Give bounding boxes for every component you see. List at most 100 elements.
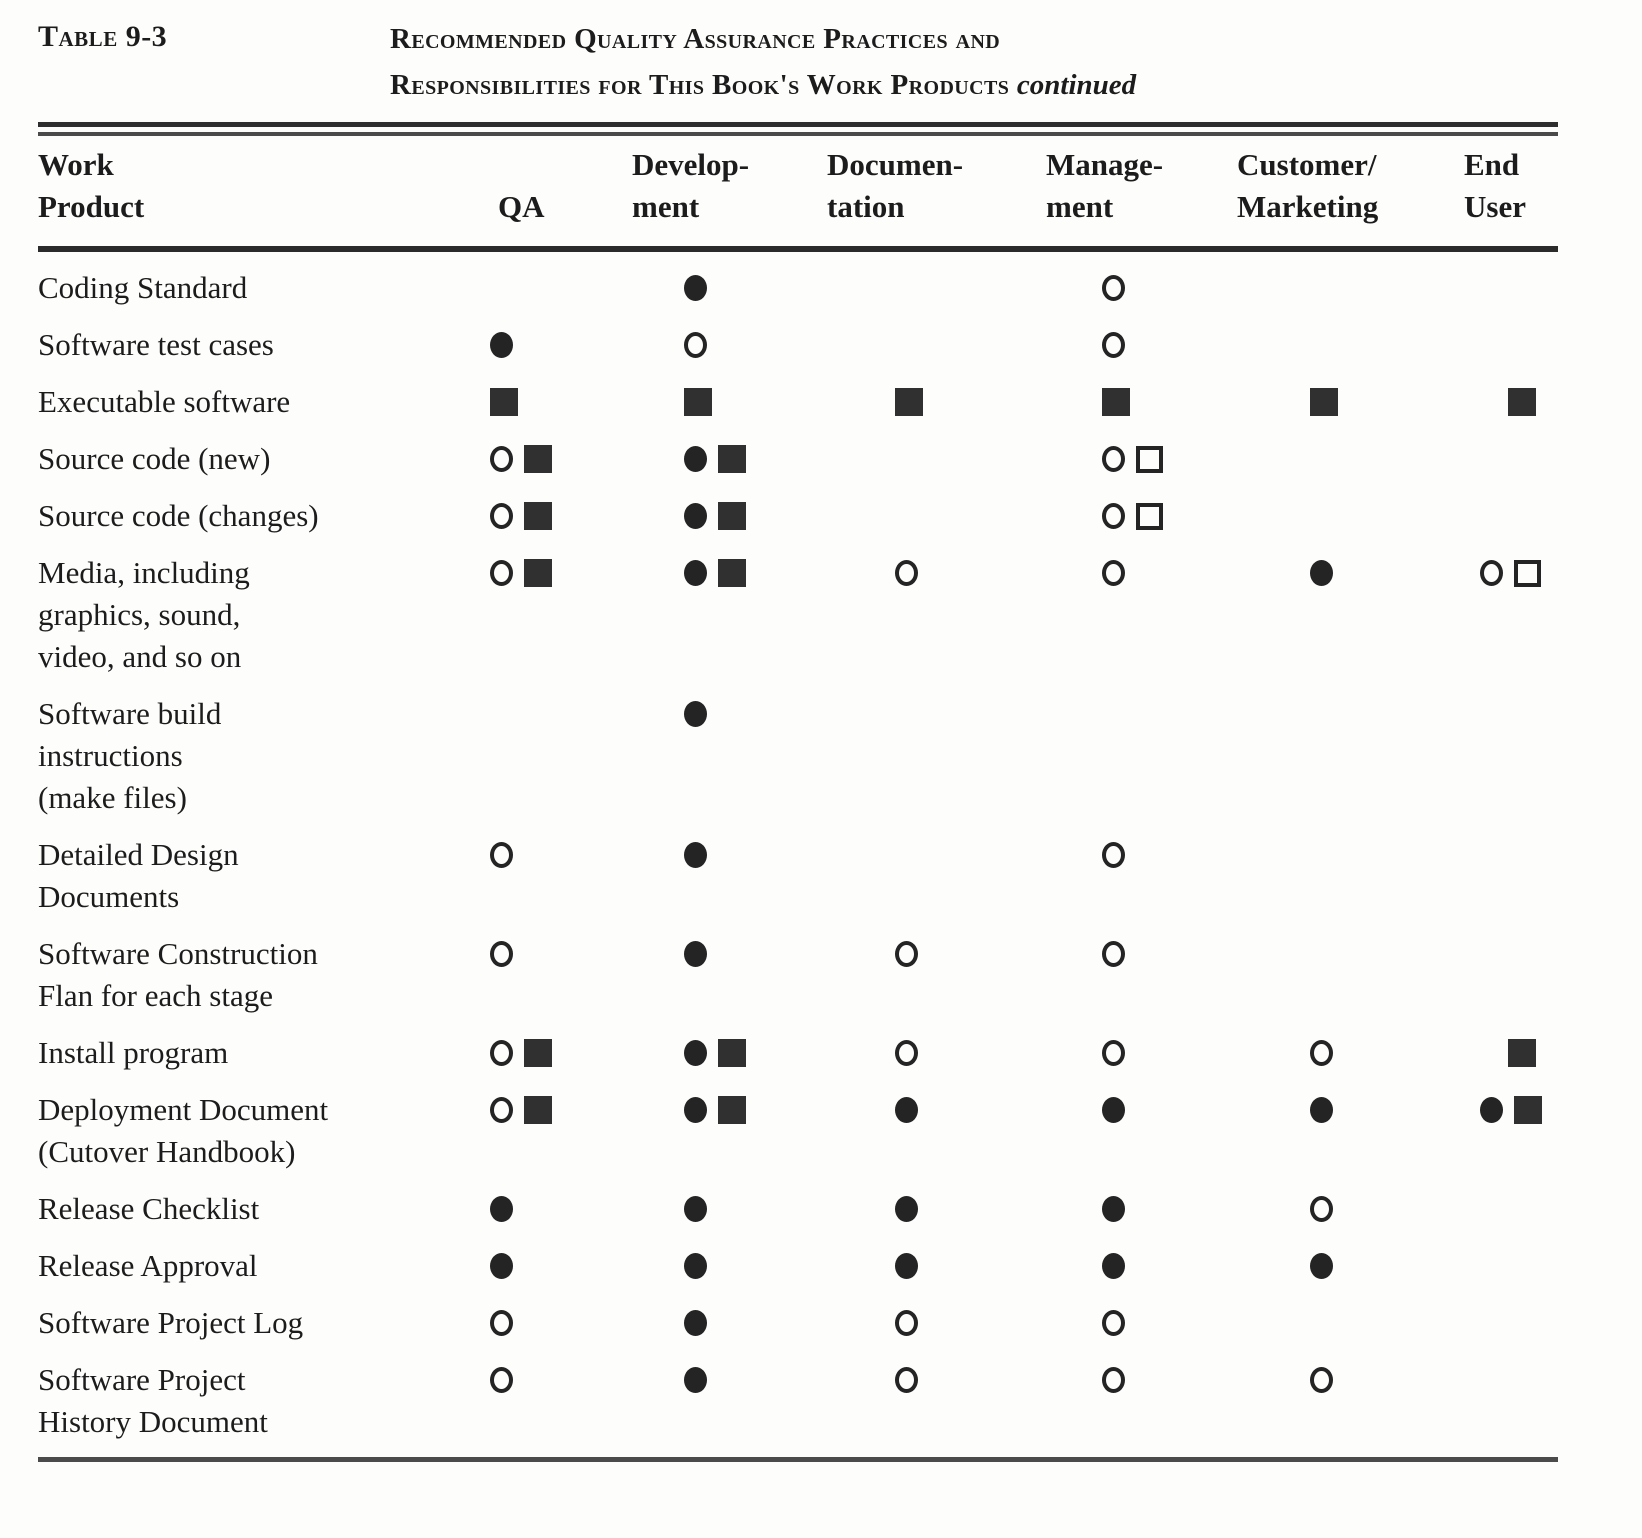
open-circle-icon [490, 446, 513, 472]
cell-documentation [895, 1089, 918, 1131]
table-row: Source code (new) [38, 438, 1558, 480]
cell-documentation [895, 552, 918, 594]
filled-circle-icon [490, 1253, 513, 1279]
cell-development [684, 381, 712, 423]
cell-management [1102, 495, 1163, 537]
cell-documentation [895, 1188, 918, 1230]
table-body: Coding Standard Software test cases Execut… [38, 267, 1558, 1443]
filled-square-icon [1508, 388, 1536, 416]
table-bottom-rule [38, 1457, 1558, 1462]
work-product-label: Software Project Log [38, 1305, 304, 1340]
cell-documentation [895, 1245, 918, 1287]
open-circle-icon [490, 560, 513, 586]
cell-management [1102, 381, 1130, 423]
work-product-label: Release Approval [38, 1248, 258, 1283]
work-product-label: Executable software [38, 384, 291, 419]
filled-circle-icon [684, 1310, 707, 1336]
cell-end-user [1480, 1089, 1542, 1131]
filled-circle-icon [684, 1367, 707, 1393]
filled-circle-icon [684, 275, 707, 301]
open-circle-icon [684, 332, 707, 358]
filled-square-icon [1102, 388, 1130, 416]
filled-circle-icon [1310, 1097, 1333, 1123]
work-product-label: Detailed Design Documents [38, 837, 239, 914]
open-circle-icon [895, 1310, 918, 1336]
table-row: Software Construction Flan for each stage [38, 933, 1558, 1017]
cell-qa [490, 324, 513, 366]
open-circle-icon [490, 1040, 513, 1066]
table-row: Software Project History Document [38, 1359, 1558, 1443]
open-circle-icon [1102, 842, 1125, 868]
cell-management [1102, 834, 1125, 876]
filled-circle-icon [684, 1097, 707, 1123]
cell-development [684, 693, 707, 735]
cell-customer-marketing [1310, 552, 1333, 594]
filled-circle-icon [490, 1196, 513, 1222]
cell-qa [490, 552, 552, 594]
table-row: Deployment Document (Cutover Handbook) [38, 1089, 1558, 1173]
cell-management [1102, 324, 1125, 366]
open-circle-icon [1102, 1310, 1125, 1336]
cell-customer-marketing [1310, 1359, 1333, 1401]
work-product-label: Software build instructions (make files) [38, 696, 222, 815]
cell-development [684, 1089, 746, 1131]
cell-management [1102, 1089, 1125, 1131]
cell-qa [490, 1302, 513, 1344]
filled-circle-icon [684, 560, 707, 586]
work-product-label: Coding Standard [38, 270, 248, 305]
cell-end-user [1480, 552, 1541, 594]
table-row: Detailed Design Documents [38, 834, 1558, 918]
filled-square-icon [524, 1039, 552, 1067]
open-square-icon [1136, 445, 1163, 473]
cell-development [684, 1245, 707, 1287]
cell-qa [490, 1188, 513, 1230]
header-bottom-rule [38, 246, 1558, 252]
filled-circle-icon [895, 1196, 918, 1222]
cell-development [684, 1359, 707, 1401]
cell-customer-marketing [1310, 381, 1338, 423]
table-row: Install program [38, 1032, 1558, 1074]
cell-development [684, 933, 707, 975]
cell-management [1102, 933, 1125, 975]
filled-square-icon [524, 445, 552, 473]
open-circle-icon [1102, 446, 1125, 472]
cell-management [1102, 1359, 1125, 1401]
cell-end-user [1480, 381, 1536, 423]
column-header-work-product: Work Product [38, 147, 145, 224]
table-row: Software build instructions (make files) [38, 693, 1558, 819]
open-circle-icon [1310, 1367, 1333, 1393]
cell-qa [490, 1089, 552, 1131]
filled-circle-icon [684, 701, 707, 727]
open-circle-icon [895, 560, 918, 586]
open-circle-icon [1102, 503, 1125, 529]
work-product-label: Install program [38, 1035, 229, 1070]
open-circle-icon [1102, 1367, 1125, 1393]
cell-qa [490, 438, 552, 480]
filled-circle-icon [684, 1196, 707, 1222]
cell-development [684, 1302, 707, 1344]
filled-square-icon [718, 1039, 746, 1067]
cell-qa [490, 381, 518, 423]
cell-management [1102, 1302, 1125, 1344]
filled-square-icon [718, 1096, 746, 1124]
cell-documentation [895, 381, 923, 423]
cell-development [684, 834, 707, 876]
column-header-end-user: End User [1464, 147, 1526, 224]
open-circle-icon [1102, 560, 1125, 586]
cell-documentation [895, 1032, 918, 1074]
cell-qa [490, 495, 552, 537]
cell-customer-marketing [1310, 1245, 1333, 1287]
filled-square-icon [718, 445, 746, 473]
work-product-label: Software Construction Flan for each stage [38, 936, 318, 1013]
filled-square-icon [1310, 388, 1338, 416]
open-circle-icon [1310, 1196, 1333, 1222]
open-circle-icon [490, 1367, 513, 1393]
cell-qa [490, 1359, 513, 1401]
filled-circle-icon [895, 1097, 918, 1123]
filled-circle-icon [1310, 1253, 1333, 1279]
cell-qa [490, 1245, 513, 1287]
cell-development [684, 324, 707, 366]
cell-documentation [895, 1359, 918, 1401]
table-area: Table 9-3 Recommended Quality Assurance … [38, 0, 1558, 1462]
